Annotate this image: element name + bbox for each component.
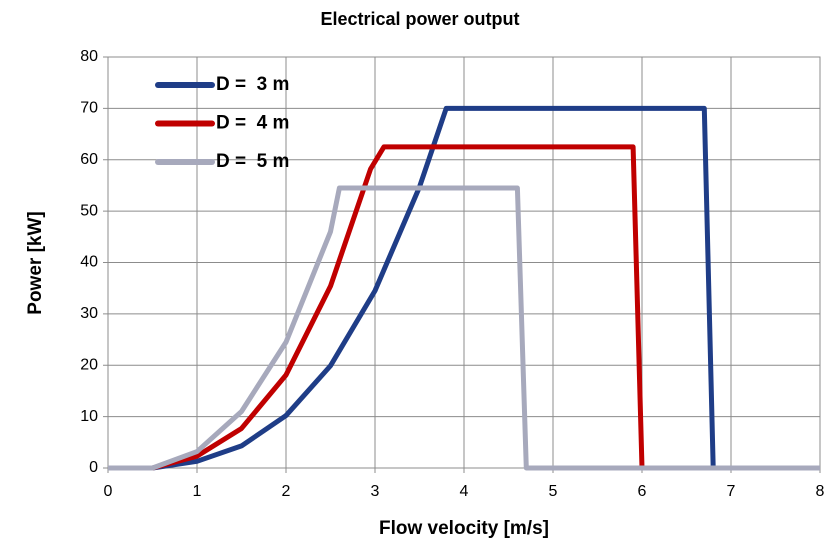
data-line bbox=[108, 105, 820, 471]
y-tick-label: 80 bbox=[80, 48, 98, 65]
legend-label: D = 5 m bbox=[216, 151, 289, 172]
legend-label: D = 3 m bbox=[216, 74, 289, 95]
x-axis-label: Flow velocity [m/s] bbox=[379, 518, 549, 539]
y-tick-label: 0 bbox=[89, 459, 98, 476]
data-line bbox=[108, 144, 820, 471]
x-tick-label: 7 bbox=[727, 483, 736, 500]
data-line bbox=[108, 185, 820, 471]
y-tick-label: 50 bbox=[80, 202, 98, 219]
y-axis-label: Power [kW] bbox=[25, 211, 46, 314]
x-tick-label: 6 bbox=[638, 483, 647, 500]
x-tick-label: 0 bbox=[104, 483, 113, 500]
y-tick-label: 40 bbox=[80, 254, 98, 271]
plot-frame bbox=[107, 56, 821, 469]
chart-title: Electrical power output bbox=[320, 9, 519, 29]
x-tick-label: 4 bbox=[460, 483, 469, 500]
y-tick-label: 70 bbox=[80, 100, 98, 117]
x-tick-label: 3 bbox=[371, 483, 380, 500]
x-tick-label: 5 bbox=[549, 483, 558, 500]
x-tick-label: 2 bbox=[282, 483, 291, 500]
y-tick-label: 30 bbox=[80, 305, 98, 322]
y-tick-label: 10 bbox=[80, 408, 98, 425]
x-tick-label: 1 bbox=[193, 483, 202, 500]
y-tick-label: 20 bbox=[80, 356, 98, 373]
legend-label: D = 4 m bbox=[216, 113, 289, 134]
y-tick-label: 60 bbox=[80, 151, 98, 168]
x-tick-label: 8 bbox=[816, 483, 825, 500]
